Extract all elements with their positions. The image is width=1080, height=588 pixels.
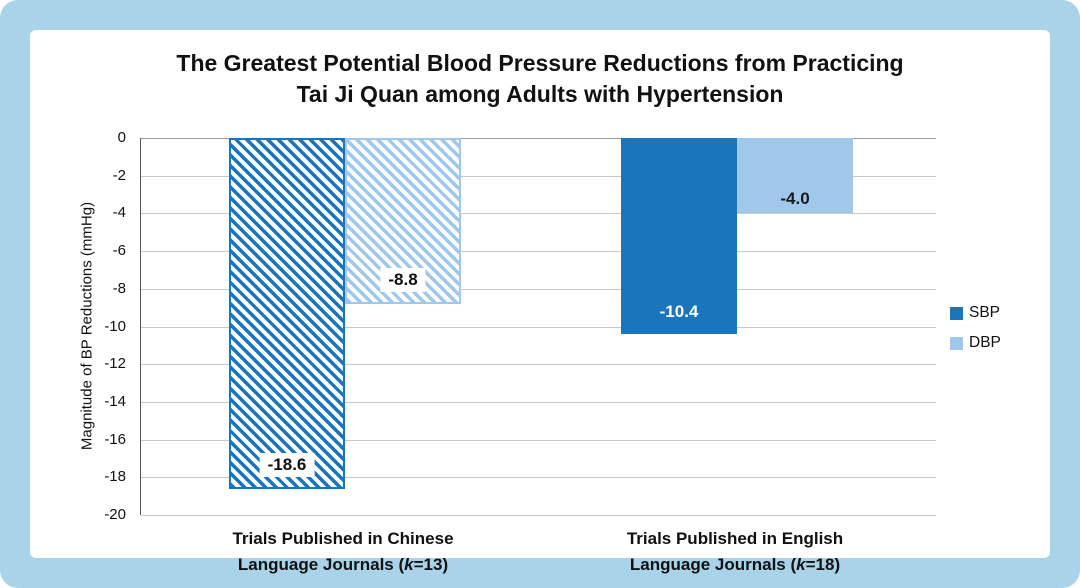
chart-panel: The Greatest Potential Blood Pressure Re… [30,30,1050,574]
bar-value-label: -4.0 [780,189,810,209]
chart-title-line1: The Greatest Potential Blood Pressure Re… [176,50,904,76]
chart-title: The Greatest Potential Blood Pressure Re… [30,48,1050,110]
y-axis-ticks: 0 -2 -4 -6 -8 -10 -12 -14 -16 -18 -20 [104,129,126,523]
x-label-line2: Language Journals (k=13) [237,554,449,574]
x-label-line1: Trials Published in Chinese [232,529,454,548]
x-axis-label-english: Trials Published in English Language Jou… [525,526,945,577]
legend-label-dbp: DBP [969,334,1001,351]
bar-value-label: -8.8 [380,267,426,292]
x-axis-label-chinese: Trials Published in Chinese Language Jou… [133,526,553,577]
legend: SBP DBP [950,302,1001,362]
bar-sbp-english: -10.4 [621,138,737,335]
bar-sbp-chinese: -18.6 [229,138,345,489]
bar-dbp-english: -4.0 [737,138,853,214]
sbp-swatch-icon [950,306,963,320]
bar-dbp-chinese: -8.8 [345,138,461,304]
chart-title-line2: Tai Ji Quan among Adults with Hypertensi… [296,81,784,108]
bar-value-label: -10.4 [659,302,699,322]
bar-value-label: -18.6 [259,452,315,477]
legend-item-sbp: SBP [950,302,1001,324]
x-label-line2: Language Journals (k=18) [629,554,841,574]
legend-item-dbp: DBP [950,332,1001,354]
legend-label-sbp: SBP [969,304,1001,321]
dbp-swatch-icon [950,336,963,350]
x-label-line1: Trials Published in English [626,529,844,548]
plot-area: -18.6 -8.8 -10.4 -4.0 [140,138,936,516]
